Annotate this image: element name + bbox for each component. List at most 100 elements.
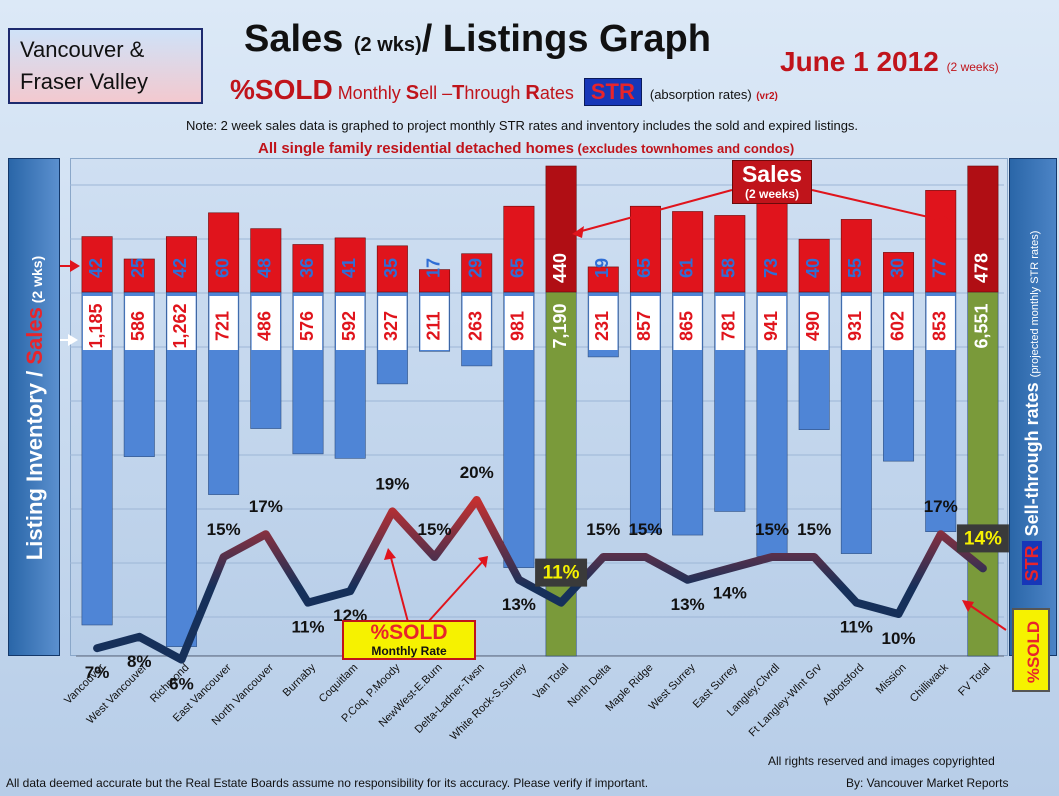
pct-label: 15% [797, 520, 831, 539]
sales-value-label: 36 [297, 258, 317, 278]
sales-bar [672, 211, 704, 293]
right-axis-str: STR [1022, 541, 1042, 586]
sales-bar [756, 195, 788, 293]
pct-label: 17% [249, 497, 283, 516]
left-axis-label: Listing Inventory / Sales (2 wks) [13, 158, 57, 658]
pct-label: 7% [85, 663, 110, 682]
sales-value-label: 41 [339, 258, 359, 278]
sales-bar [250, 228, 282, 293]
sales-bar [419, 269, 451, 293]
sold-part1: Monthly [332, 83, 406, 103]
sales-value-label: 478 [972, 253, 992, 283]
sales-bar [208, 212, 240, 293]
region-line-1: Vancouver & [20, 37, 145, 62]
total-pct-label: 11% [543, 563, 580, 584]
listing-value-label: 865 [676, 311, 696, 341]
sold-callout-title: %SOLD [370, 621, 448, 644]
total-pct-box [956, 524, 1009, 553]
listing-label-box [842, 296, 871, 350]
x-tick-label: White Rock-S.Surrey [448, 661, 529, 742]
sales-bar [714, 215, 746, 293]
x-tick-label: Van Total [531, 662, 571, 702]
sales-bar [503, 205, 535, 293]
scope-main: All single family residential detached h… [258, 140, 574, 157]
sales-bar [545, 165, 577, 293]
sales-value-label: 65 [634, 258, 654, 278]
listing-label-box [589, 296, 618, 350]
note-text: Note: 2 week sales data is graphed to pr… [186, 118, 859, 133]
listing-value-label: 231 [592, 311, 612, 341]
sold-callout-subtitle: Monthly Rate [371, 644, 447, 658]
sales-arrow-head-left [572, 226, 584, 238]
sales-callout-title: Sales [741, 161, 803, 187]
left-axis-part1: Listing Inventory / [22, 364, 47, 561]
listing-bar [165, 291, 197, 647]
pct-label: 8% [127, 652, 152, 671]
listing-value-label: 7,190 [550, 303, 570, 348]
title-rest: / Listings Graph [421, 18, 711, 60]
sales-value-label: 48 [255, 258, 275, 278]
listing-label-box [209, 296, 238, 350]
listing-value-label: 211 [423, 311, 443, 340]
pct-label: 14% [713, 583, 747, 602]
right-axis-small: (projected monthly STR rates) [1029, 230, 1041, 378]
x-tick-label: Chilliwack [908, 661, 951, 704]
pct-label: 19% [375, 474, 409, 493]
sales-value-label: 19 [592, 258, 612, 278]
total-pct-label: 14% [964, 528, 1002, 549]
listing-label-box [420, 296, 449, 350]
x-tick-label: Mission [874, 662, 909, 697]
listing-value-label: 490 [803, 311, 823, 341]
x-tick-label: Coquitlam [317, 662, 361, 706]
listing-label-box [926, 296, 955, 350]
sales-arrow-head-right [942, 216, 956, 228]
x-tick-label: Abbotsford [820, 662, 866, 708]
sales-bar [292, 244, 324, 293]
left-axis-sales: Sales [22, 307, 47, 365]
sales-bar [883, 252, 915, 293]
sales-bar [840, 219, 872, 293]
sales-bar [376, 245, 408, 293]
sales-value-label: 60 [212, 258, 232, 278]
version-label: (vr2) [756, 91, 778, 102]
sold-part3: hrough [464, 83, 526, 103]
listing-value-label: 602 [887, 311, 907, 341]
sold-t: T [452, 82, 465, 104]
sales-value-label: 25 [128, 258, 148, 278]
listing-value-label: 263 [465, 311, 485, 341]
sold-arrow-1 [389, 553, 409, 623]
listing-value-label: 853 [929, 311, 949, 341]
sold-callout-box: %SOLD Monthly Rate [342, 620, 476, 660]
sales-bar [123, 258, 155, 293]
sales-value-label: 40 [803, 258, 823, 278]
listing-label-box [757, 296, 787, 350]
x-tick-label: FV Total [956, 662, 993, 699]
sales-value-label: 29 [465, 258, 485, 278]
listing-value-label: 1,185 [86, 303, 106, 348]
title-small: (2 wks) [353, 34, 422, 56]
sold-s: S [405, 82, 420, 104]
right-axis-label: STR Sell-through rates (projected monthl… [1010, 158, 1054, 658]
sales-value-label: 77 [929, 258, 949, 278]
listing-label-box [125, 296, 154, 350]
side-sold-arrow [967, 603, 1007, 631]
listing-value-label: 327 [381, 311, 401, 341]
sales-bar [629, 205, 661, 293]
sales-value-label: 30 [887, 258, 907, 278]
absorption-label: (absorption rates) [649, 87, 752, 102]
sales-bar [334, 237, 366, 293]
copyright-text: All rights reserved and images copyright… [768, 754, 995, 768]
listing-label-box [378, 296, 407, 350]
sold-part2: ell – [419, 83, 453, 103]
total-pct-box [535, 558, 588, 587]
pct-label: 15% [628, 520, 662, 539]
pct-label: 15% [755, 520, 789, 539]
date-small: (2 weeks) [946, 60, 999, 74]
chart-title: Sales (2 wks)/ Listings Graph [244, 18, 711, 61]
listing-label-box [167, 296, 196, 350]
listing-value-label: 981 [508, 311, 528, 341]
sales-value-label: 440 [550, 253, 570, 283]
right-axis-text: Sell-through rates [1022, 377, 1042, 542]
pct-label: 15% [586, 520, 620, 539]
